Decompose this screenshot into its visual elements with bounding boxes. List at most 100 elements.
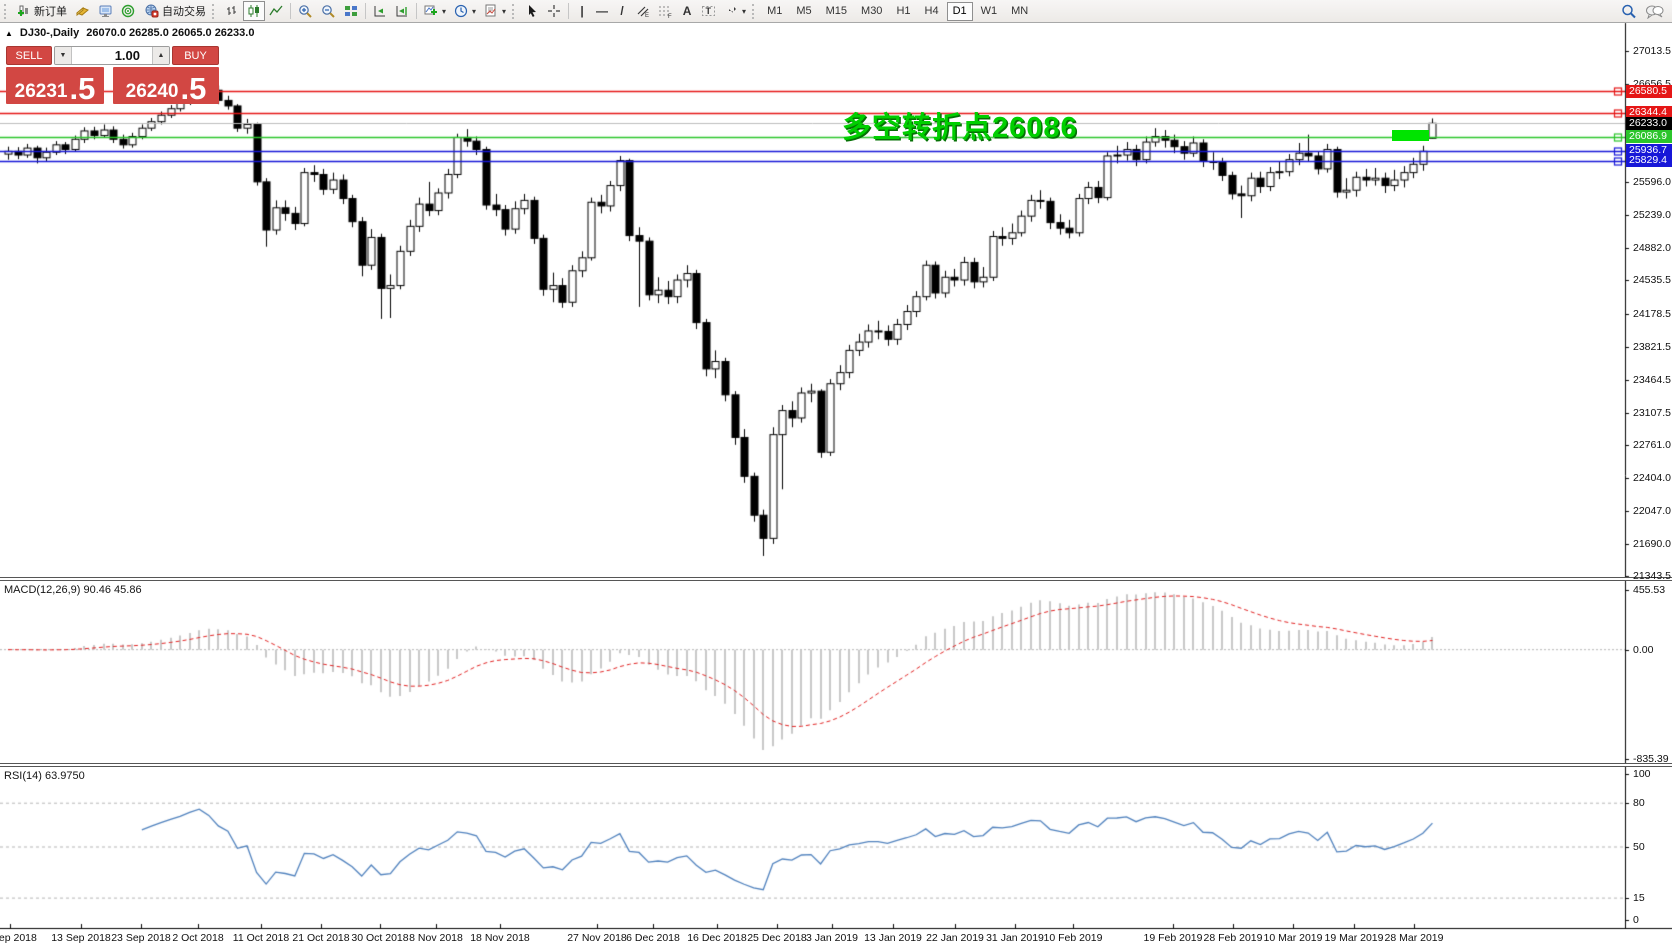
date-axis-label: 27 Nov 2018 <box>567 932 627 944</box>
search-icon[interactable] <box>1621 4 1637 19</box>
price-level-tag[interactable]: 26344.4 <box>1626 106 1672 120</box>
date-axis-label: 11 Oct 2018 <box>232 932 290 944</box>
price-axis-tick: 25239.0 <box>1633 209 1671 222</box>
chart-text-annotation[interactable]: 多空转折点26086 <box>842 112 1078 144</box>
periods-button[interactable]: ▾ <box>450 1 480 21</box>
price-level-tag[interactable]: 26580.5 <box>1626 84 1672 98</box>
pane-separator[interactable] <box>0 763 1672 767</box>
price-level-tag[interactable]: 26086.9 <box>1626 130 1672 144</box>
channel-tool-button[interactable]: E <box>632 1 654 21</box>
bar-chart-button[interactable] <box>221 1 243 21</box>
text-tool-icon: A <box>682 4 692 18</box>
new-order-label: 新订单 <box>34 6 67 18</box>
price-axis-tick: 23821.5 <box>1633 340 1671 353</box>
new-order-button[interactable]: 新订单 <box>13 1 71 21</box>
svg-text:E: E <box>645 13 649 18</box>
timeframe-button-M15[interactable]: M15 <box>820 2 853 21</box>
chart-title: DJ30-,Daily <box>19 27 80 39</box>
chart-shift-icon <box>396 6 407 17</box>
rsi-axis-tick: 100 <box>1633 768 1651 780</box>
date-axis-label: 13 Sep 2018 <box>51 932 111 944</box>
fibonacci-tool-button[interactable]: F <box>654 1 677 21</box>
auto-scroll-button[interactable] <box>369 1 391 21</box>
zoom-in-icon <box>299 5 312 18</box>
navigator-button[interactable] <box>117 1 140 21</box>
clock-icon <box>454 4 468 18</box>
templates-button[interactable]: ▾ <box>480 1 510 21</box>
date-axis-label: 21 Oct 2018 <box>292 932 350 944</box>
chat-icon[interactable] <box>1645 4 1664 19</box>
equidistant-channel-icon: E <box>637 6 649 18</box>
market-watch-button[interactable] <box>71 1 94 21</box>
volume-increase-button[interactable]: ▲ <box>152 47 169 64</box>
toolbar-grip <box>752 3 757 19</box>
timeframe-button-MN[interactable]: MN <box>1005 2 1034 21</box>
autotrading-button[interactable]: 自动交易 <box>140 1 210 21</box>
trade-buttons-row: SELL ▼ ▲ BUY <box>6 46 219 65</box>
volume-input[interactable] <box>72 47 152 64</box>
date-axis-label: 10 Mar 2019 <box>1263 932 1323 944</box>
arrows-tool-button[interactable]: ▾ <box>720 1 750 21</box>
price-axis-tick: 23107.5 <box>1633 406 1671 419</box>
toolbar-right-group <box>1621 4 1670 19</box>
svg-text:T: T <box>706 6 712 16</box>
zoom-in-button[interactable] <box>294 1 317 21</box>
zoom-out-button[interactable] <box>317 1 340 21</box>
price-axis-tick: 24178.5 <box>1633 307 1671 320</box>
price-level-tag[interactable]: 25936.7 <box>1626 144 1672 158</box>
line-chart-button[interactable] <box>265 1 287 21</box>
trendline-tool-button[interactable]: / <box>612 1 632 21</box>
templates-icon <box>485 4 496 17</box>
macd-indicator-label: MACD(12,26,9) 90.46 45.86 <box>4 584 142 596</box>
volume-stepper: ▼ ▲ <box>54 46 170 65</box>
date-axis-label: 2 Oct 2018 <box>172 932 224 944</box>
collapse-icon[interactable]: ▲ <box>5 28 13 38</box>
timeframe-button-M30[interactable]: M30 <box>855 2 888 21</box>
cursor-button[interactable] <box>521 1 543 21</box>
horizontal-line-icon: — <box>596 4 609 18</box>
date-axis-label: 6 Dec 2018 <box>626 932 680 944</box>
crosshair-button[interactable] <box>543 1 565 21</box>
timeframe-button-W1[interactable]: W1 <box>975 2 1004 21</box>
timeframe-button-M5[interactable]: M5 <box>790 2 817 21</box>
autotrading-label: 自动交易 <box>162 6 206 18</box>
buy-price-button[interactable]: 26240 .5 <box>113 67 219 104</box>
buy-button[interactable]: BUY <box>172 46 219 65</box>
toolbar-divider <box>568 3 570 19</box>
timeframe-button-H4[interactable]: H4 <box>919 2 945 21</box>
timeframe-button-D1[interactable]: D1 <box>946 1 973 21</box>
vertical-line-tool-button[interactable]: | <box>572 1 592 21</box>
trade-prices-row: 26231 .5 26240 .5 <box>6 67 219 104</box>
chart-header: ▲ DJ30-,Daily 26070.0 26285.0 26065.0 26… <box>5 27 254 39</box>
sell-button[interactable]: SELL <box>6 46 52 65</box>
date-axis-label: 19 Feb 2019 <box>1143 932 1203 944</box>
navigator-icon <box>121 4 135 18</box>
sell-price-button[interactable]: 26231 .5 <box>6 67 104 104</box>
rsi-axis-tick: 0 <box>1633 914 1639 926</box>
horizontal-line-tool-button[interactable]: — <box>592 1 612 21</box>
timeframe-button-M1[interactable]: M1 <box>761 2 788 21</box>
price-axis-tick: 23464.5 <box>1633 373 1671 386</box>
label-tool-button[interactable]: T <box>697 1 720 21</box>
macd-axis-tick: 455.53 <box>1633 584 1666 596</box>
text-tool-button[interactable]: A <box>677 1 697 21</box>
sell-price-main: 26231 <box>14 81 68 102</box>
price-level-tag[interactable]: 25829.4 <box>1626 154 1672 168</box>
indicators-button[interactable]: ▾ <box>420 1 450 21</box>
volume-decrease-button[interactable]: ▼ <box>55 47 72 64</box>
tile-windows-button[interactable] <box>340 1 362 21</box>
data-window-button[interactable] <box>94 1 117 21</box>
price-axis-tick: 21343.5 <box>1633 570 1671 582</box>
candlestick-chart-button[interactable] <box>243 1 265 21</box>
chart-shift-button[interactable] <box>391 1 413 21</box>
date-axis-label: 13 Jan 2019 <box>864 932 922 944</box>
pane-separator[interactable] <box>0 577 1672 581</box>
timeframe-button-H1[interactable]: H1 <box>890 2 916 21</box>
toolbar-divider <box>416 3 417 19</box>
chart-ohlc-values: 26070.0 26285.0 26065.0 26233.0 <box>86 27 255 39</box>
highlight-rectangle-object[interactable] <box>1392 130 1429 141</box>
toolbar-grip <box>512 3 517 19</box>
timeframe-group: M1 M5 M15 M30 H1 H4 D1 W1 MN <box>761 1 1034 21</box>
data-window-icon <box>99 5 112 17</box>
